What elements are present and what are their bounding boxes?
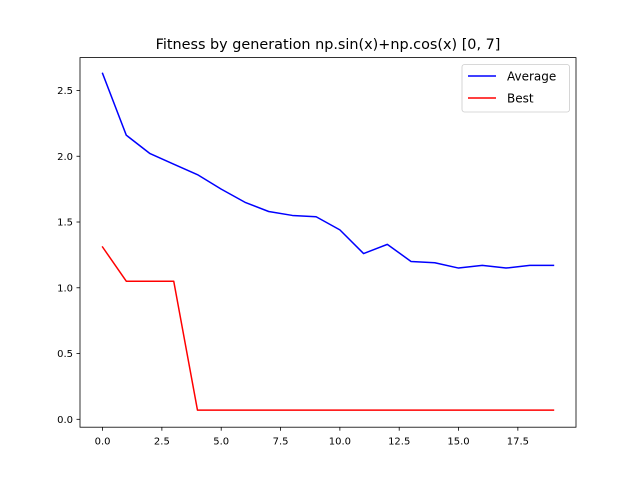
x-tick-label: 5.0: [213, 437, 229, 448]
x-tick-label: 12.5: [388, 437, 410, 448]
x-tick-label: 10.0: [329, 437, 351, 448]
plot-area: [101, 72, 555, 411]
series-line-average: [101, 72, 555, 269]
x-tick-label: 17.5: [507, 437, 529, 448]
y-tick-label: 2.5: [57, 86, 73, 97]
x-tick-label: 2.5: [154, 437, 170, 448]
y-tick-label: 0.5: [57, 349, 73, 360]
x-tick-label: 7.5: [273, 437, 289, 448]
y-tick-label: 1.0: [57, 283, 73, 294]
y-tick-label: 0.0: [57, 415, 73, 426]
legend-average-label: Average: [507, 70, 556, 84]
axis-ticks: 0.0 2.5 5.0 7.5 10.0 12.5 15.0 17.5 0.0 0.5 1.0 1.5…: [57, 86, 529, 448]
y-tick-label: 1.5: [57, 218, 73, 229]
chart-title: Fitness by generation np.sin(x)+np.cos(x…: [156, 37, 501, 53]
x-tick-label: 0.0: [95, 437, 111, 448]
series-line-best: [101, 245, 555, 411]
y-tick-label: 2.0: [57, 152, 73, 163]
x-tick-label: 15.0: [447, 437, 469, 448]
legend: Average Best: [461, 64, 570, 113]
axes-frame: [79, 57, 577, 428]
legend-best-label: Best: [507, 92, 534, 106]
